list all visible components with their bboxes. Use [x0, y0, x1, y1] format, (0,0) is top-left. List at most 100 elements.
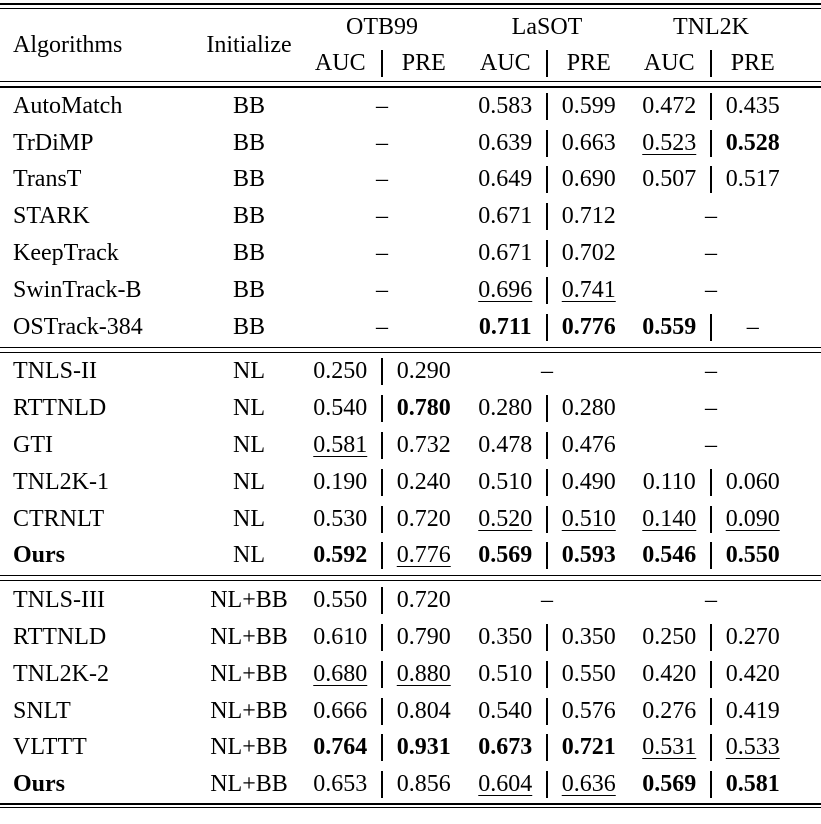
cell-divider-bar — [546, 240, 548, 268]
metric-cell-otb99: 0.530 0.720 — [299, 505, 465, 533]
initialize-value: NL — [233, 505, 265, 532]
missing-value-dash: – — [705, 587, 717, 614]
cell-divider-bar — [381, 49, 383, 77]
metric-cell-otb99: 0.250 0.290 — [299, 358, 465, 386]
pre-value: 0.420 — [725, 660, 780, 687]
pre-value: 0.419 — [725, 697, 780, 724]
algorithm-name: KeepTrack — [13, 240, 119, 267]
auc-value: 0.420 — [642, 660, 697, 687]
auc-value: 0.523 — [642, 129, 697, 156]
cell-divider-bar — [546, 395, 548, 423]
algorithm-name: Ours — [13, 771, 66, 798]
metric-cell-otb99: – — [299, 166, 465, 193]
metric-cell-lasot: 0.569 0.593 — [465, 542, 629, 570]
metric-cell-tnl2k: 0.276 0.419 — [629, 697, 793, 725]
metric-cell-lasot: 0.510 0.490 — [465, 468, 629, 496]
table-row: AutoMatch BB – 0.583 0.599 0.472 0.435 — [0, 88, 821, 125]
auc-value: 0.478 — [478, 432, 533, 459]
auc-value: 0.696 — [478, 276, 533, 303]
metric-cell-otb99: – — [299, 130, 465, 157]
metric-cell-tnl2k: 0.110 0.060 — [629, 468, 793, 496]
metric-cell-tnl2k: 0.420 0.420 — [629, 660, 793, 688]
auc-value: 0.581 — [313, 432, 368, 459]
initialize-value: NL+BB — [210, 771, 288, 798]
auc-value: 0.110 — [642, 468, 696, 495]
table-row: TNLS-III NL+BB 0.550 0.720 – – — [0, 582, 821, 619]
initialize-value: BB — [232, 240, 265, 267]
pre-value: 0.720 — [396, 587, 451, 614]
missing-value-dash: – — [541, 587, 553, 614]
metric-cell-tnl2k: – — [629, 240, 793, 267]
pre-value: 0.350 — [561, 624, 616, 651]
cell-divider-bar — [546, 313, 548, 341]
subheader-lasot: AUC PRE — [465, 49, 629, 77]
cell-divider-bar — [710, 734, 712, 762]
initialize-value: BB — [232, 313, 265, 340]
cell-divider-bar — [546, 166, 548, 194]
metric-cell-otb99: 0.610 0.790 — [299, 624, 465, 652]
table-row: Ours NL+BB 0.653 0.856 0.604 0.636 0.569 0.581 — [0, 766, 821, 803]
algorithm-name: GTI — [13, 432, 53, 459]
auc-value: 0.507 — [642, 166, 697, 193]
auc-value: 0.583 — [478, 92, 533, 119]
metric-cell-tnl2k: – — [629, 358, 793, 385]
cell-divider-bar — [546, 624, 548, 652]
cell-divider-bar — [546, 92, 548, 120]
missing-value-dash: – — [705, 240, 717, 267]
pre-value: 0.776 — [561, 313, 616, 340]
cell-divider-bar — [546, 276, 548, 304]
cell-divider-bar — [710, 624, 712, 652]
auc-value: 0.653 — [313, 771, 368, 798]
metric-cell-tnl2k: 0.250 0.270 — [629, 624, 793, 652]
metric-cell-lasot: 0.671 0.712 — [465, 203, 629, 231]
cell-divider-bar — [546, 734, 548, 762]
initialize-value: NL — [233, 358, 265, 385]
table-row: KeepTrack BB – 0.671 0.702 – — [0, 235, 821, 272]
auc-value: 0.711 — [478, 313, 532, 340]
metric-cell-otb99: 0.581 0.732 — [299, 432, 465, 460]
metric-cell-otb99: 0.190 0.240 — [299, 468, 465, 496]
missing-value-dash: – — [541, 358, 553, 385]
cell-divider-bar — [710, 660, 712, 688]
metric-cell-lasot: 0.649 0.690 — [465, 166, 629, 194]
auc-value: 0.531 — [642, 734, 697, 761]
cell-divider-bar — [710, 166, 712, 194]
pre-value: 0.090 — [725, 505, 780, 532]
metric-cell-lasot: 0.673 0.721 — [465, 734, 629, 762]
pre-value: 0.510 — [561, 505, 616, 532]
missing-value-dash: – — [705, 203, 717, 230]
pre-value: 0.576 — [561, 697, 616, 724]
pre-value: 0.702 — [561, 240, 616, 267]
auc-value: 0.250 — [313, 358, 368, 385]
subheader-otb99-auc: AUC — [314, 49, 366, 76]
pre-value: 0.528 — [725, 129, 780, 156]
table-section-rule — [0, 346, 821, 353]
metric-cell-tnl2k: – — [629, 203, 793, 230]
cell-divider-bar — [546, 432, 548, 460]
metric-cell-tnl2k: 0.531 0.533 — [629, 734, 793, 762]
initialize-value: BB — [232, 92, 265, 119]
missing-value-dash: – — [376, 129, 388, 156]
metric-cell-lasot: 0.280 0.280 — [465, 395, 629, 423]
metric-cell-tnl2k: – — [629, 395, 793, 422]
algorithm-name: TNLS-III — [13, 587, 105, 614]
metric-cell-lasot: 0.540 0.576 — [465, 697, 629, 725]
initialize-value: BB — [232, 276, 265, 303]
metric-cell-lasot: 0.604 0.636 — [465, 771, 629, 799]
cell-divider-bar — [381, 505, 383, 533]
table-row: OSTrack-384 BB – 0.711 0.776 0.559 – — [0, 309, 821, 346]
table-section-1: AutoMatch BB – 0.583 0.599 0.472 0.435 TrDiMP BB… — [0, 88, 821, 346]
metric-cell-otb99: – — [299, 93, 465, 120]
column-header-algorithms: Algorithms — [13, 31, 123, 58]
auc-value: 0.671 — [478, 240, 533, 267]
auc-value: 0.190 — [313, 468, 368, 495]
cell-divider-bar — [381, 660, 383, 688]
missing-value-dash: – — [705, 432, 717, 459]
auc-value: 0.520 — [478, 505, 533, 532]
pre-value: 0.280 — [561, 395, 616, 422]
initialize-value: NL — [233, 395, 265, 422]
metric-cell-otb99: – — [299, 314, 465, 341]
metric-cell-otb99: 0.680 0.880 — [299, 660, 465, 688]
pre-value: 0.517 — [725, 166, 780, 193]
pre-value: 0.435 — [725, 92, 780, 119]
